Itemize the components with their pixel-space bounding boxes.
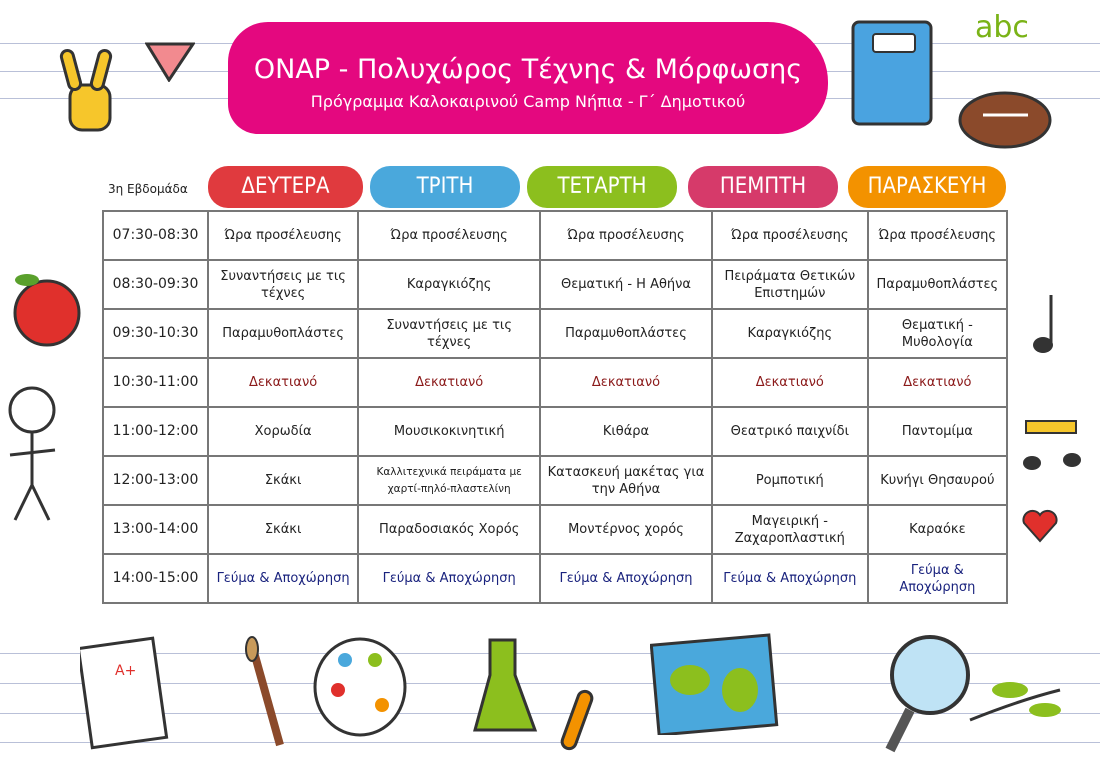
- time-slot: 10:30-11:00: [102, 357, 209, 408]
- ruled-line: [0, 653, 1100, 654]
- time-slot: 12:00-13:00: [102, 455, 209, 506]
- heart-icon: [1022, 509, 1058, 543]
- activity-cell: Παραδοσιακός Χορός: [357, 504, 542, 555]
- page-title: ONAP - Πολυχώρος Τέχνης & Μόρφωσης: [253, 54, 803, 85]
- world-map-icon: [650, 633, 779, 735]
- time-slot: 09:30-10:30: [102, 308, 209, 359]
- activity-cell: Κατασκευή μακέτας για την Αθήνα: [539, 455, 713, 506]
- activity-cell: Μοντέρνος χορός: [539, 504, 713, 555]
- activity-cell: Δεκατιανό: [710, 357, 869, 408]
- ruled-line: [0, 683, 1100, 684]
- paint-palette-icon: [313, 637, 407, 737]
- activity-cell: Ώρα προσέλευσης: [357, 210, 542, 261]
- activity-cell: Πειράματα Θετικών Επιστημών: [710, 259, 869, 310]
- activity-cell: Θεματική - Μυθολογία: [866, 308, 1009, 359]
- activity-cell: Δεκατιανό: [206, 357, 360, 408]
- table-row: 12:00-13:00 Σκάκι Καλλιτεχνικά πειράματα μ…: [102, 455, 1009, 506]
- day-header-monday: ΔΕΥΤΕΡΑ: [208, 166, 363, 208]
- lab-flask-icon: [473, 638, 594, 751]
- table-row: 07:30-08:30 Ώρα προσέλευσης Ώρα προσέλευση…: [102, 210, 1009, 261]
- activity-cell: Παραμυθοπλάστες: [206, 308, 360, 359]
- title-banner: [228, 22, 828, 134]
- day-header-thursday: ΠΕΜΠΤΗ: [688, 166, 838, 208]
- grade-text: A+: [115, 663, 136, 679]
- peace-hand-icon: [59, 48, 113, 132]
- activity-cell: Γεύμα & Αποχώρηση: [357, 553, 542, 604]
- paintbrush-icon: [245, 636, 284, 747]
- activity-cell: Δεκατιανό: [539, 357, 713, 408]
- football-icon: [958, 91, 1052, 149]
- activity-cell: Παραμυθοπλάστες: [539, 308, 713, 359]
- stick-figure-icon: [8, 386, 56, 521]
- table-row: 08:30-09:30 Συναντήσεις με τις τέχνες Καρα…: [102, 259, 1009, 310]
- triangle-icon: [145, 42, 195, 82]
- activity-cell: Μουσικοκινητική: [357, 406, 542, 457]
- activity-cell: Κυνήγι Θησαυρού: [866, 455, 1009, 506]
- activity-cell: Καραόκε: [866, 504, 1009, 555]
- double-music-note-icon: [1023, 420, 1081, 470]
- activity-cell: Ώρα προσέλευσης: [710, 210, 869, 261]
- time-slot: 11:00-12:00: [102, 406, 209, 457]
- activity-cell: Σκάκι: [206, 455, 360, 506]
- activity-cell: Σκάκι: [206, 504, 360, 555]
- music-note-icon: [1033, 295, 1053, 353]
- notebook-icon: [851, 20, 933, 126]
- activity-cell: Παραμυθοπλάστες: [866, 259, 1009, 310]
- activity-cell: Γεύμα & Αποχώρηση: [539, 553, 713, 604]
- magnifier-leaf-icon: [885, 635, 1061, 753]
- page-subtitle: Πρόγραμμα Καλοκαιρινού Camp Νήπια - Γ΄ Δ…: [310, 92, 746, 111]
- table-row: 13:00-14:00 Σκάκι Παραδοσιακός Χορός Μοντέρ…: [102, 504, 1009, 555]
- activity-cell: Γεύμα & Αποχώρηση: [866, 553, 1009, 604]
- day-header-tuesday: ΤΡΙΤΗ: [370, 166, 520, 208]
- activity-cell: Συναντήσεις με τις τέχνες: [357, 308, 542, 359]
- activity-cell: Μαγειρική - Ζαχαροπλαστική: [710, 504, 869, 555]
- abc-doodle: abc: [975, 10, 1029, 45]
- table-row: 09:30-10:30 Παραμυθοπλάστες Συναντήσεις με…: [102, 308, 1009, 359]
- activity-cell: Γεύμα & Αποχώρηση: [710, 553, 869, 604]
- activity-cell: Δεκατιανό: [866, 357, 1009, 408]
- ruled-line: [0, 713, 1100, 714]
- activity-cell: Ώρα προσέλευσης: [866, 210, 1009, 261]
- activity-cell: Ρομποτική: [710, 455, 869, 506]
- activity-cell: Κιθάρα: [539, 406, 713, 457]
- activity-cell: Καραγκιόζης: [357, 259, 542, 310]
- activity-cell: Καλλιτεχνικά πειράματα με χαρτί-πηλό-πλα…: [357, 455, 542, 506]
- activity-cell: Ώρα προσέλευσης: [206, 210, 360, 261]
- apple-icon: [13, 274, 81, 347]
- activity-cell: Χορωδία: [206, 406, 360, 457]
- time-slot: 13:00-14:00: [102, 504, 209, 555]
- activity-cell: Καραγκιόζης: [710, 308, 869, 359]
- table-row: 10:30-11:00 Δεκατιανό Δεκατιανό Δεκατιανό Δε…: [102, 357, 1009, 408]
- week-label: 3η Εβδομάδα: [108, 182, 188, 196]
- day-header-wednesday: ΤΕΤΑΡΤΗ: [527, 166, 677, 208]
- activity-cell: Συναντήσεις με τις τέχνες: [206, 259, 360, 310]
- table-row: 11:00-12:00 Χορωδία Μουσικοκινητική Κιθάρα Θ…: [102, 406, 1009, 457]
- activity-cell: Ώρα προσέλευσης: [539, 210, 713, 261]
- graded-paper-icon: A+: [80, 636, 169, 750]
- activity-cell: Θεματική - Η Αθήνα: [539, 259, 713, 310]
- activity-cell: Θεατρικό παιχνίδι: [710, 406, 869, 457]
- activity-cell: Γεύμα & Αποχώρηση: [206, 553, 360, 604]
- activity-cell: Παντομίμα: [866, 406, 1009, 457]
- ruled-line: [0, 742, 1100, 743]
- time-slot: 07:30-08:30: [102, 210, 209, 261]
- table-row: 14:00-15:00 Γεύμα & Αποχώρηση Γεύμα & Αποχ…: [102, 553, 1009, 604]
- day-header-friday: ΠΑΡΑΣΚΕΥΗ: [848, 166, 1006, 208]
- time-slot: 14:00-15:00: [102, 553, 209, 604]
- activity-cell: Δεκατιανό: [357, 357, 542, 408]
- schedule-table: 07:30-08:30 Ώρα προσέλευσης Ώρα προσέλευση…: [102, 210, 1009, 604]
- time-slot: 08:30-09:30: [102, 259, 209, 310]
